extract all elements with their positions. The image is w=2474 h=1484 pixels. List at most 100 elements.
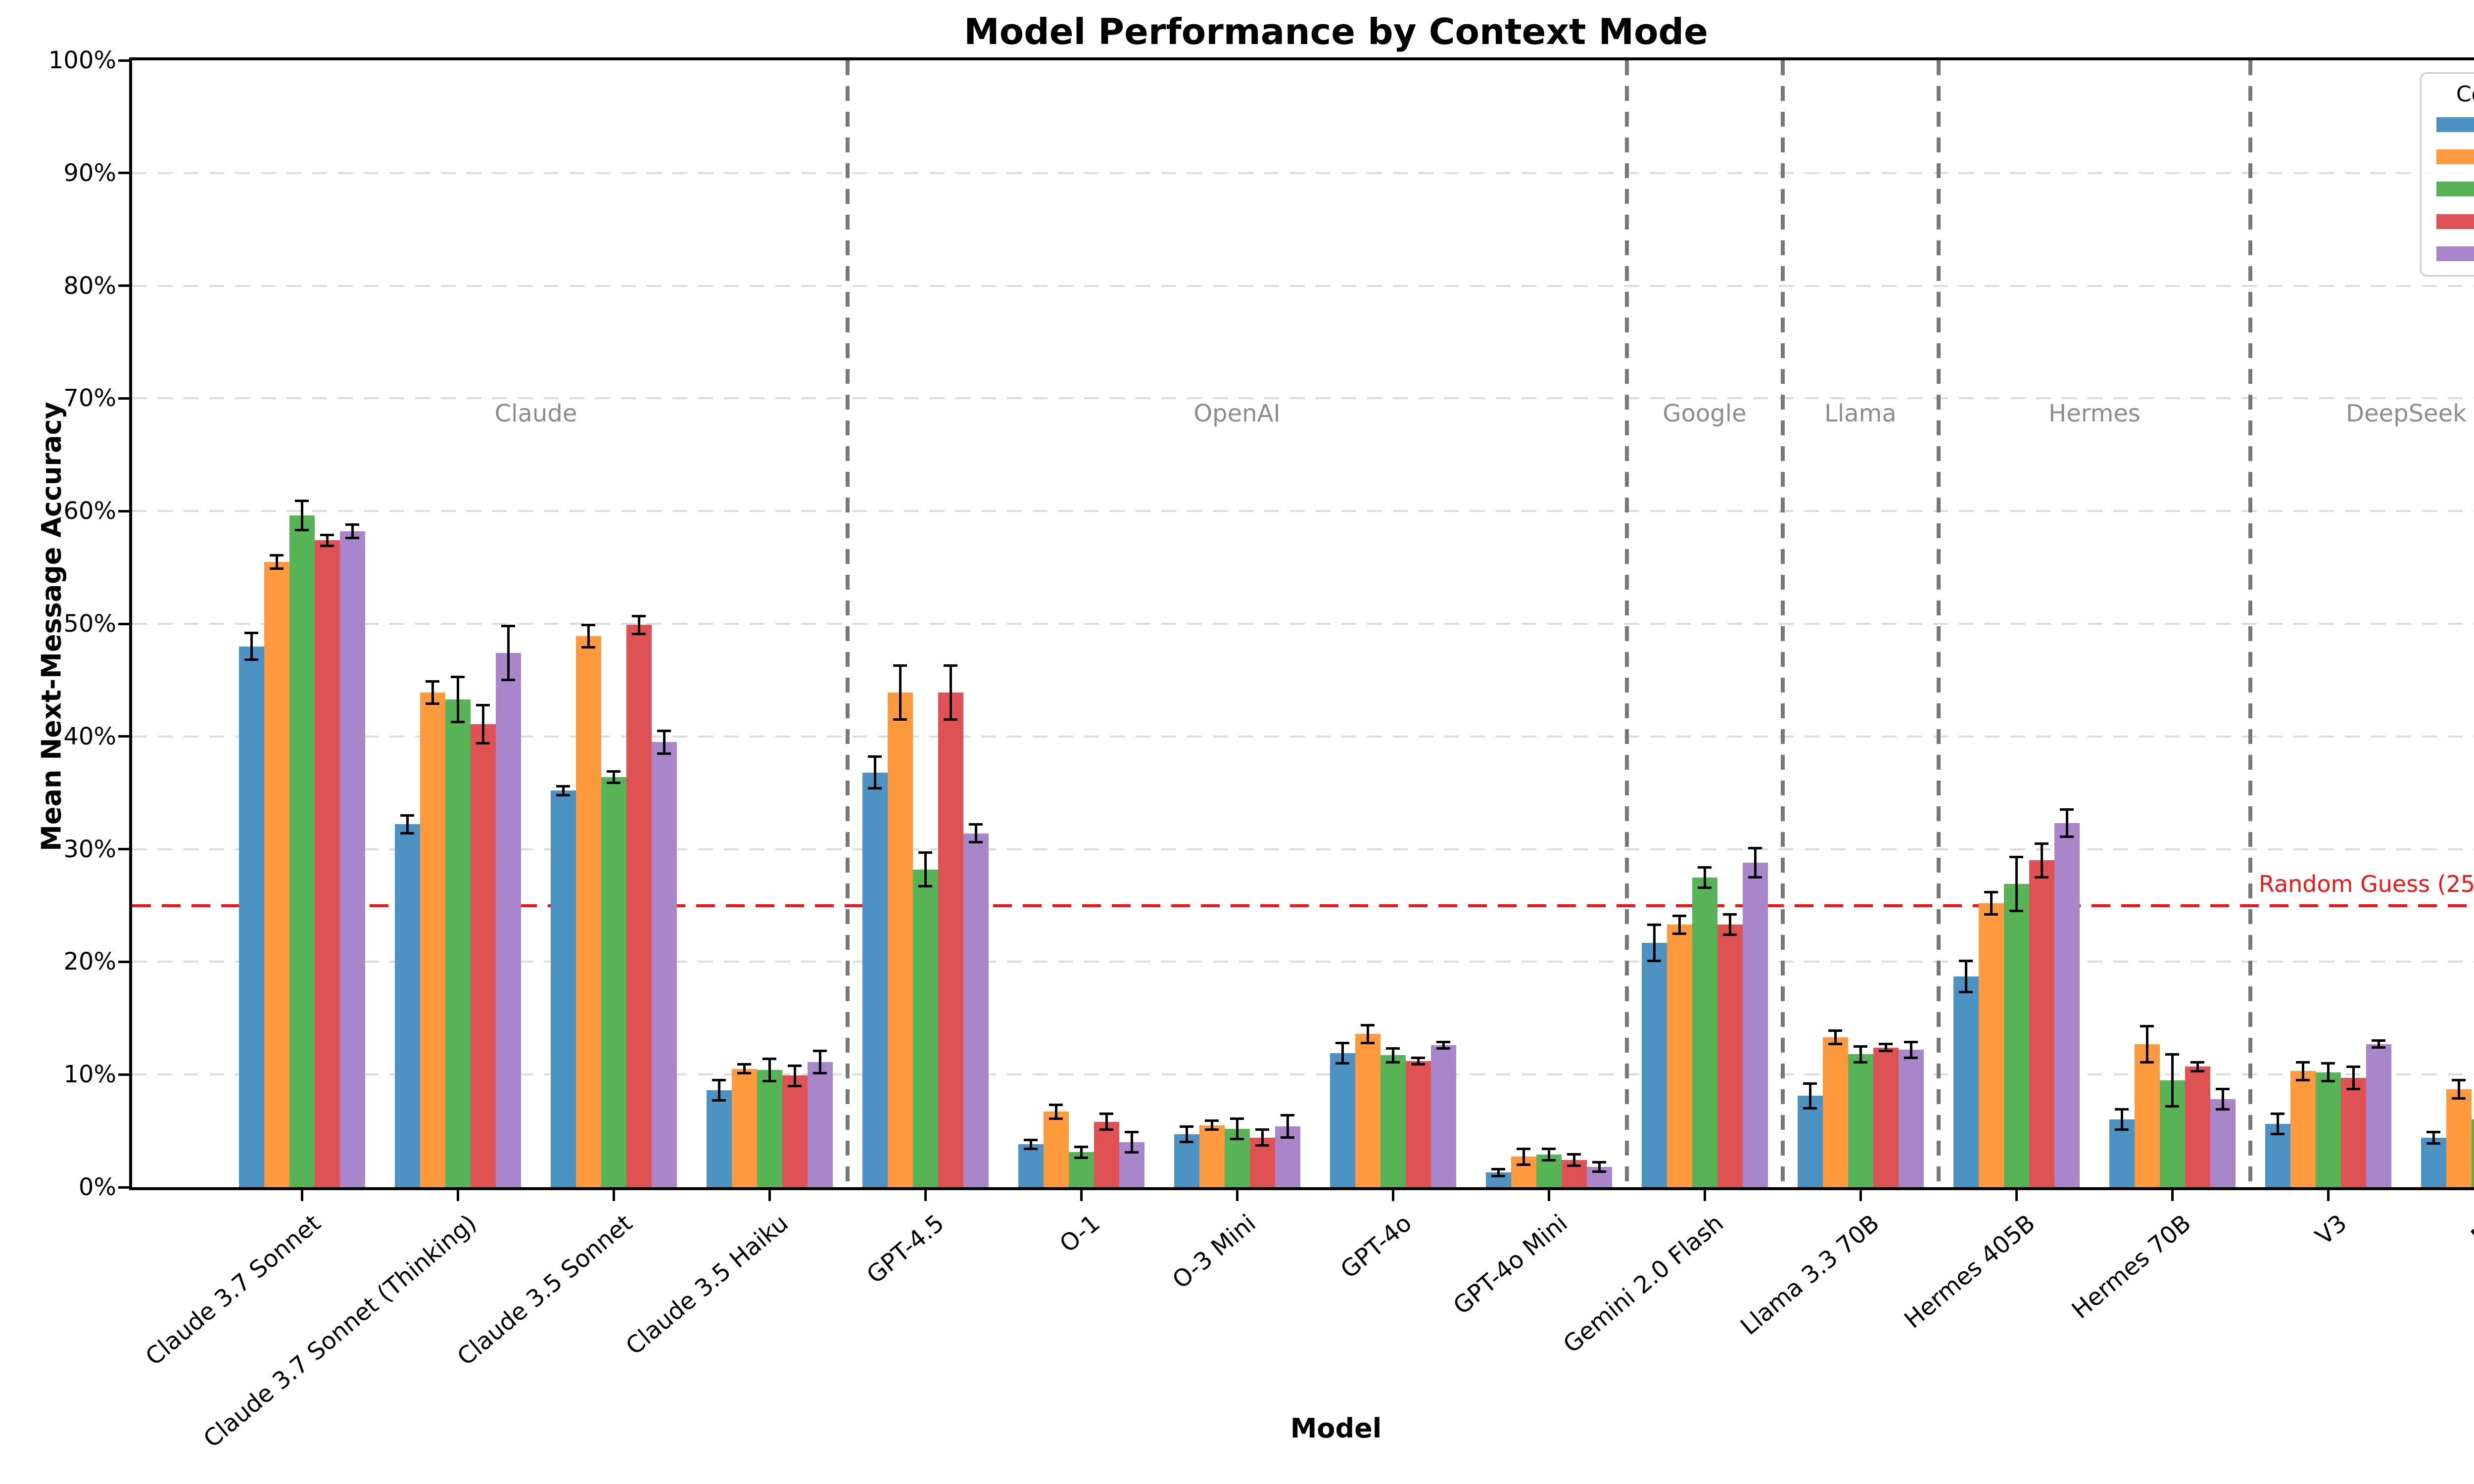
- error-bar-stem: [1497, 1169, 1500, 1176]
- error-bar-stem: [456, 677, 459, 722]
- error-bar-cap: [2452, 1097, 2466, 1100]
- error-bar-cap: [2115, 1108, 2129, 1111]
- error-bar-cap: [295, 529, 309, 532]
- gridline: [132, 172, 2474, 174]
- bar: [2421, 1138, 2446, 1187]
- y-tick: [118, 848, 129, 850]
- error-bar-stem: [924, 852, 927, 886]
- legend-item: 100 Summary: [2431, 241, 2474, 267]
- error-bar-stem: [1105, 1114, 1108, 1130]
- error-bar-stem: [1236, 1118, 1238, 1139]
- x-tick: [2327, 1190, 2330, 1201]
- bar: [2134, 1044, 2160, 1187]
- error-bar-stem: [2015, 857, 2018, 911]
- x-tick: [1080, 1190, 1083, 1201]
- bar: [1199, 1125, 1225, 1187]
- legend-swatch: [2436, 246, 2474, 262]
- error-bar-cap: [1074, 1145, 1088, 1148]
- x-tick: [1548, 1190, 1550, 1201]
- x-tick-label: Gemini 2.0 Flash: [1558, 1209, 1729, 1359]
- error-bar-stem: [1728, 915, 1731, 935]
- bar: [2210, 1099, 2236, 1187]
- error-bar-cap: [1255, 1144, 1269, 1147]
- error-bar-cap: [2346, 1065, 2360, 1068]
- error-bar-cap: [657, 752, 671, 755]
- error-bar-cap: [1491, 1174, 1505, 1177]
- error-bar-cap: [1698, 866, 1712, 869]
- error-bar-stem: [612, 771, 615, 783]
- error-bar-cap: [1074, 1157, 1088, 1159]
- error-bar-cap: [1205, 1128, 1219, 1131]
- error-bar-cap: [1723, 913, 1737, 916]
- group-separator: [1937, 60, 1941, 1187]
- bar: [339, 531, 365, 1187]
- error-bar-cap: [1335, 1041, 1349, 1044]
- error-bar-stem: [1572, 1155, 1575, 1166]
- error-bar-stem: [562, 786, 565, 795]
- x-tick-label: Hermes 70B: [2066, 1209, 2196, 1325]
- error-bar-stem: [2327, 1063, 2330, 1081]
- error-bar-stem: [818, 1051, 821, 1073]
- x-tick: [613, 1190, 615, 1201]
- error-bar-stem: [1859, 1046, 1862, 1062]
- error-bar-cap: [556, 785, 570, 788]
- bar: [314, 540, 340, 1187]
- error-bar-cap: [893, 718, 907, 721]
- bar: [2185, 1067, 2210, 1187]
- bar: [420, 693, 445, 1187]
- x-tick: [1859, 1190, 1862, 1201]
- error-bar-cap: [788, 1084, 802, 1087]
- error-bar-cap: [2271, 1133, 2284, 1136]
- bar: [575, 636, 601, 1187]
- error-bar-stem: [1834, 1030, 1837, 1044]
- error-bar-cap: [1672, 932, 1686, 935]
- error-bar-cap: [1125, 1130, 1139, 1133]
- error-bar-cap: [1491, 1168, 1505, 1171]
- error-bar-cap: [400, 814, 414, 817]
- legend-item: No Context: [2431, 112, 2474, 137]
- bar: [2290, 1071, 2316, 1187]
- error-bar-stem: [507, 626, 510, 680]
- x-tick-label: GPT-4o: [1335, 1209, 1417, 1284]
- error-bar-cap: [712, 1079, 726, 1082]
- x-tick: [301, 1190, 303, 1201]
- y-tick: [118, 172, 129, 174]
- x-tick-label: GPT-4.5: [861, 1209, 950, 1290]
- bar: [1405, 1061, 1431, 1187]
- group-label: Claude: [494, 400, 577, 427]
- legend-item: 50 Summary: [2431, 177, 2474, 202]
- error-bar-cap: [1230, 1117, 1244, 1120]
- error-bar-stem: [1366, 1025, 1369, 1043]
- legend-swatch: [2436, 117, 2474, 132]
- bar: [264, 562, 289, 1187]
- error-bar-cap: [1984, 913, 1998, 916]
- error-bar-cap: [1803, 1082, 1817, 1085]
- error-bar-cap: [632, 633, 646, 635]
- error-bar-cap: [270, 567, 284, 570]
- error-bar-cap: [607, 770, 620, 773]
- x-tick-label: GPT-4o Mini: [1448, 1209, 1573, 1320]
- bar: [2446, 1089, 2472, 1187]
- error-bar-cap: [1281, 1113, 1294, 1116]
- error-bar-cap: [1049, 1104, 1063, 1107]
- error-bar-cap: [2190, 1061, 2204, 1064]
- error-bar-cap: [244, 658, 258, 661]
- y-tick: [118, 623, 129, 625]
- error-bar-stem: [768, 1059, 771, 1081]
- y-tick-label: 50%: [63, 610, 116, 638]
- bar: [1430, 1045, 1456, 1187]
- y-tick: [118, 961, 129, 963]
- error-bar-cap: [244, 631, 258, 634]
- error-bar-cap: [1411, 1056, 1425, 1059]
- error-bar-cap: [2452, 1079, 2466, 1082]
- bar: [651, 742, 677, 1187]
- gridline: [132, 1073, 2474, 1075]
- legend-swatch: [2436, 214, 2474, 229]
- x-tick-label: Claude 3.5 Haiku: [620, 1209, 794, 1361]
- error-bar-stem: [2145, 1026, 2148, 1062]
- error-bar-cap: [918, 885, 932, 888]
- error-bar-cap: [2426, 1142, 2440, 1145]
- bar: [1822, 1037, 1848, 1187]
- gridline: [132, 510, 2474, 512]
- error-bar-cap: [2140, 1061, 2154, 1064]
